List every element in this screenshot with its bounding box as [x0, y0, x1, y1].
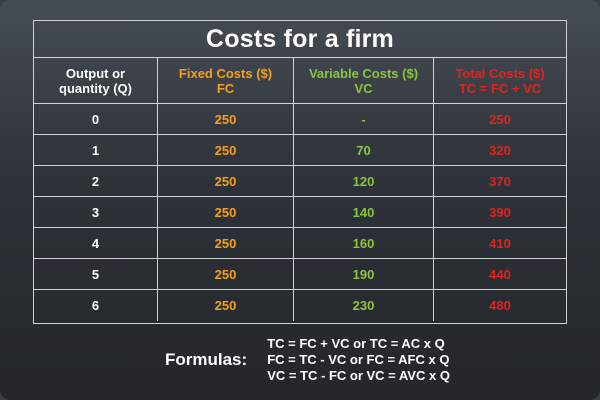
- formulas-section: Formulas: TC = FC + VC or TC = AC x Q FC…: [165, 336, 450, 384]
- cell-total-cost: 320: [489, 142, 511, 158]
- cell-total-cost: 370: [489, 173, 511, 189]
- cell-output: 0: [34, 104, 158, 134]
- header-variable-costs-line2: VC: [354, 80, 373, 96]
- header-fixed-costs-line1: Fixed Costs ($): [178, 65, 273, 81]
- header-fixed-costs-line2: FC: [216, 80, 235, 96]
- header-total-costs-line2: TC = FC + VC: [458, 80, 542, 96]
- table-row: 4 250 160 410: [34, 228, 566, 259]
- cell-variable-cost: 190: [294, 259, 434, 289]
- cell-variable-cost: 230: [294, 290, 434, 321]
- cell-output: 3: [34, 197, 158, 227]
- cell-total-cost: 480: [489, 298, 511, 313]
- cell-fixed-cost: 250: [158, 135, 294, 165]
- cell-variable-cost: 120: [294, 166, 434, 196]
- cell-output: 5: [34, 259, 158, 289]
- header-output-line2: quantity (Q): [59, 80, 132, 96]
- table-row: 0 250 - 250: [34, 104, 566, 135]
- table-row: 5 250 190 440: [34, 259, 566, 290]
- cell-fixed-cost: 250: [158, 104, 294, 134]
- header-fixed-costs: Fixed Costs ($) FC: [158, 58, 294, 103]
- table-title: Costs for a firm: [34, 21, 566, 58]
- cell-output: 6: [34, 290, 158, 321]
- header-total-costs-line1: Total Costs ($): [455, 65, 545, 81]
- cell-total-cost: 410: [489, 235, 511, 251]
- formulas-label: Formulas:: [165, 350, 248, 369]
- table-row: 6 250 230 480: [34, 290, 566, 321]
- costs-table: Costs for a firm Output or quantity (Q) …: [33, 20, 567, 324]
- header-variable-costs: Variable Costs ($) VC: [294, 58, 434, 103]
- table-header-row: Output or quantity (Q) Fixed Costs ($) F…: [34, 58, 566, 104]
- cell-total-cost: 250: [489, 111, 511, 127]
- table-row: 3 250 140 390: [34, 197, 566, 228]
- cell-total-cost: 390: [489, 204, 511, 220]
- cell-fixed-cost: 250: [158, 166, 294, 196]
- cell-variable-cost: 140: [294, 197, 434, 227]
- table-row: 1 250 70 320: [34, 135, 566, 166]
- cell-output: 1: [34, 135, 158, 165]
- cell-fixed-cost: 250: [158, 197, 294, 227]
- cell-variable-cost: 70: [294, 135, 434, 165]
- cell-fixed-cost: 250: [158, 228, 294, 258]
- cell-fixed-cost: 250: [158, 259, 294, 289]
- cell-fixed-cost: 250: [158, 290, 294, 321]
- table-row: 2 250 120 370: [34, 166, 566, 197]
- header-output: Output or quantity (Q): [34, 58, 158, 103]
- cell-total-cost: 440: [489, 266, 511, 282]
- formula-fixed-cost: FC = TC - VC or FC = AFC x Q: [267, 352, 450, 367]
- cell-variable-cost: 160: [294, 228, 434, 258]
- formula-variable-cost: VC = TC - FC or VC = AVC x Q: [267, 368, 450, 383]
- header-output-line1: Output or: [65, 65, 126, 81]
- cell-output: 4: [34, 228, 158, 258]
- formula-list: TC = FC + VC or TC = AC x Q FC = TC - VC…: [267, 336, 450, 384]
- cell-output: 2: [34, 166, 158, 196]
- cell-variable-cost: -: [294, 104, 434, 134]
- formula-total-cost: TC = FC + VC or TC = AC x Q: [267, 336, 445, 351]
- header-total-costs: Total Costs ($) TC = FC + VC: [434, 58, 566, 103]
- header-variable-costs-line1: Variable Costs ($): [308, 65, 419, 81]
